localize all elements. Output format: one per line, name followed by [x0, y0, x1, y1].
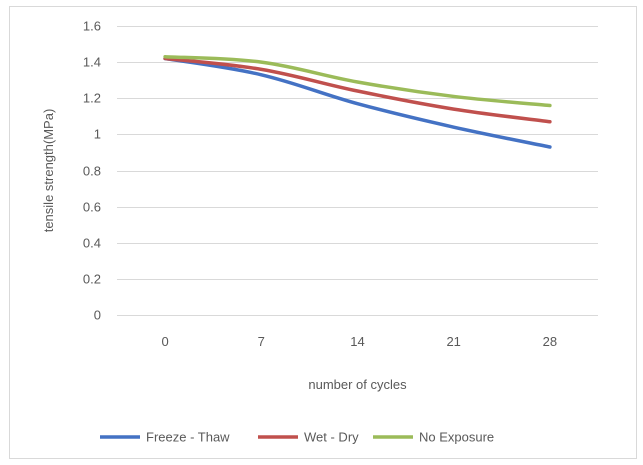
x-tick-label: 0	[161, 334, 168, 349]
series-line-0	[163, 56, 552, 149]
series-lines	[163, 54, 552, 149]
legend-label: Freeze - Thaw	[146, 430, 230, 445]
y-tick-label: 1.2	[83, 91, 101, 106]
y-tick-label: 0.4	[83, 236, 101, 251]
gridlines	[117, 26, 598, 316]
x-axis-ticks: 0 7 14 21 28	[161, 334, 557, 349]
legend-label: No Exposure	[419, 430, 494, 445]
series-line-2	[163, 54, 552, 108]
x-axis-title: number of cycles	[308, 377, 407, 392]
y-tick-label: 1.4	[83, 55, 101, 70]
x-tick-label: 21	[446, 334, 460, 349]
series-line-1	[163, 56, 552, 124]
y-tick-label: 0.2	[83, 272, 101, 287]
y-tick-label: 0.8	[83, 164, 101, 179]
y-axis-ticks: 0 0.2 0.4 0.6 0.8 1 1.2 1.4 1.6	[83, 19, 101, 323]
y-tick-label: 1.6	[83, 19, 101, 34]
y-tick-label: 1	[94, 127, 101, 142]
y-axis-title: tensile strength(MPa)	[41, 109, 56, 233]
x-tick-label: 7	[258, 334, 265, 349]
y-tick-label: 0.6	[83, 200, 101, 215]
y-tick-label: 0	[94, 308, 101, 323]
x-tick-label: 14	[350, 334, 364, 349]
legend-label: Wet - Dry	[304, 430, 359, 445]
legend: Freeze - Thaw Wet - Dry No Exposure	[100, 430, 494, 445]
x-tick-label: 28	[543, 334, 557, 349]
